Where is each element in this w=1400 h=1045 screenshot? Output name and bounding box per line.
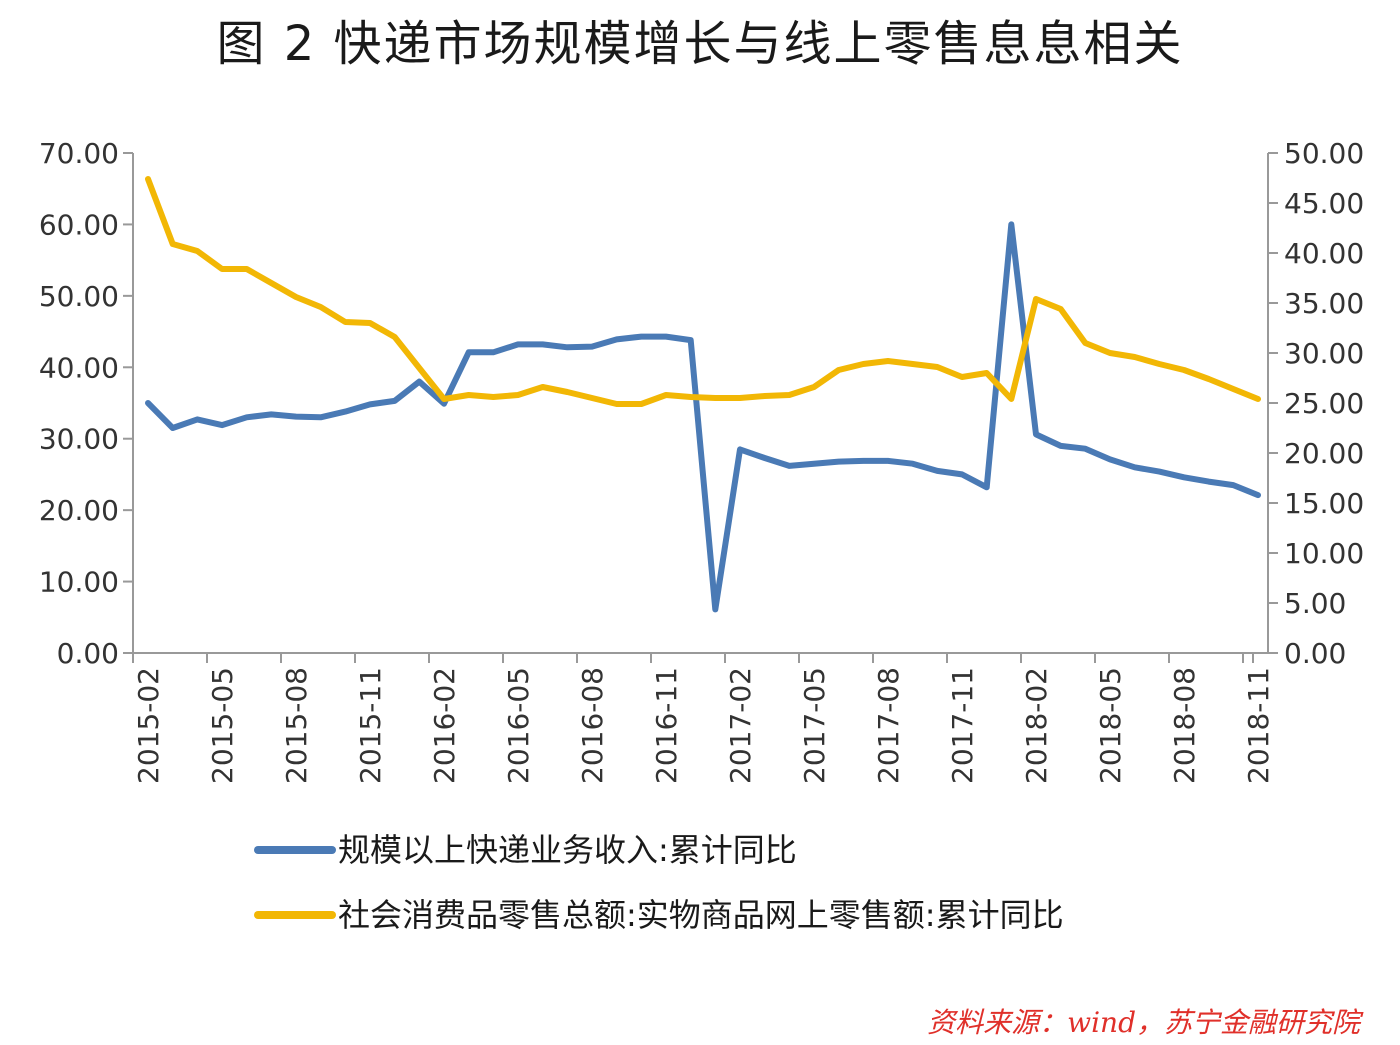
chart-title: 图 2 快递市场规模增长与线上零售息息相关 [216, 16, 1184, 72]
axes-layer: 0.00 10.00 20.00 30.00 40.00 50.00 60.00 70.00 0… [39, 137, 1364, 784]
x-tick-label: 2015-11 [354, 667, 387, 784]
right-tick-label: 5.00 [1284, 587, 1346, 620]
x-tick-label: 2018-02 [1020, 667, 1053, 784]
series-line-2 [145, 176, 1261, 407]
right-tick-label: 10.00 [1284, 537, 1364, 570]
right-tick-label: 15.00 [1284, 487, 1364, 520]
series-line-1 [145, 221, 1261, 613]
left-tick-label: 70.00 [39, 137, 119, 170]
x-tick-label: 2017-11 [946, 667, 979, 784]
left-tick-label: 40.00 [39, 351, 119, 384]
left-tick-label: 10.00 [39, 566, 119, 599]
x-tick-label: 2015-05 [206, 667, 239, 784]
legend-label-2: 社会消费品零售总额:实物商品网上零售额:累计同比 [338, 896, 1064, 934]
right-tick-label: 50.00 [1284, 137, 1364, 170]
right-tick-label: 40.00 [1284, 237, 1364, 270]
right-tick-label: 35.00 [1284, 287, 1364, 320]
left-tick-label: 30.00 [39, 423, 119, 456]
x-tick-label: 2018-11 [1242, 667, 1275, 784]
right-tick-label: 20.00 [1284, 437, 1364, 470]
x-tick-label: 2015-02 [132, 667, 165, 784]
right-tick-label: 25.00 [1284, 387, 1364, 420]
left-tick-label: 50.00 [39, 280, 119, 313]
x-tick-label: 2018-08 [1168, 667, 1201, 784]
x-tick-label: 2018-05 [1094, 667, 1127, 784]
x-tick-label: 2017-02 [724, 667, 757, 784]
source-note: 资料来源：wind，苏宁金融研究院 [927, 1006, 1360, 1039]
series-layer [145, 176, 1261, 613]
x-tick-label: 2016-11 [650, 667, 683, 784]
legend-label-1: 规模以上快递业务收入:累计同比 [338, 831, 797, 869]
x-tick-label: 2017-05 [798, 667, 831, 784]
right-tick-label: 30.00 [1284, 337, 1364, 370]
left-tick-label: 60.00 [39, 208, 119, 241]
x-tick-label: 2016-08 [576, 667, 609, 784]
right-tick-label: 45.00 [1284, 187, 1364, 220]
left-tick-label: 20.00 [39, 494, 119, 527]
x-tick-label: 2015-08 [280, 667, 313, 784]
x-tick-label: 2016-05 [502, 667, 535, 784]
left-tick-label: 0.00 [57, 637, 119, 670]
right-tick-label: 0.00 [1284, 637, 1346, 670]
x-tick-label: 2017-08 [872, 667, 905, 784]
x-tick-label: 2016-02 [428, 667, 461, 784]
